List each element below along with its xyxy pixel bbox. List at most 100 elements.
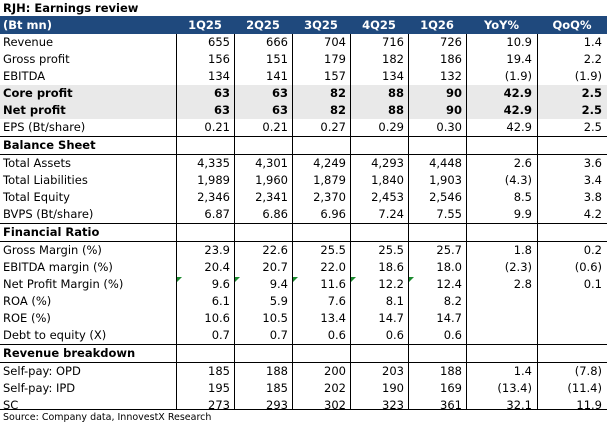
cell-value: 1.8 — [513, 243, 532, 257]
cell-value: 82 — [329, 103, 346, 117]
cell-value: 302 — [324, 398, 346, 412]
cell-value: 151 — [266, 52, 288, 66]
cell-value: 19.4 — [506, 52, 532, 66]
cell-value: 9.9 — [513, 207, 532, 221]
cell-value: 8.1 — [385, 294, 404, 308]
row-label: Net profit — [3, 103, 66, 117]
header-col-yoypct: YoY% — [483, 18, 520, 32]
cell-value: 8.5 — [513, 190, 532, 204]
cell-value: 202 — [324, 381, 346, 395]
header-col-3q25: 3Q25 — [304, 18, 338, 32]
cell-value: 1,879 — [313, 173, 346, 187]
table-row: EPS (Bt/share) 0.21 0.21 0.27 0.29 0.30 42.9 2.… — [0, 119, 607, 136]
cell-value: 188 — [266, 364, 288, 378]
cell-value: 134 — [208, 69, 230, 83]
table-row: Debt to equity (X) 0.7 0.7 0.6 0.6 0.6 — [0, 327, 607, 344]
cell-value: 169 — [440, 381, 462, 395]
cell-value: 63 — [213, 103, 230, 117]
cell-marker-icon — [293, 277, 298, 282]
cell-value: 132 — [440, 69, 462, 83]
cell-value: (7.8) — [574, 364, 602, 378]
cell-value: 716 — [382, 35, 404, 49]
cell-value: 4,335 — [197, 156, 230, 170]
cell-value: 185 — [208, 364, 230, 378]
table-row: EBITDA 134 141 157 134 132 (1.9) (1.9) — [0, 68, 607, 85]
cell-value: 6.96 — [320, 207, 346, 221]
cell-value: 20.4 — [204, 260, 230, 274]
row-label: Debt to equity (X) — [3, 328, 107, 342]
cell-value — [537, 293, 602, 310]
cell-value: 1.4 — [513, 364, 532, 378]
cell-marker-icon — [409, 277, 414, 282]
cell-value: 361 — [440, 398, 462, 412]
cell-value: 3.4 — [583, 173, 602, 187]
cell-value: 20.7 — [262, 260, 288, 274]
cell-value: 0.1 — [583, 277, 602, 291]
cell-value — [466, 293, 532, 310]
table-row: Self-pay: IPD 195 185 202 190 169 (13.4) (11.4) — [0, 380, 607, 397]
header-col-2q25: 2Q25 — [246, 18, 280, 32]
cell-value: 63 — [213, 86, 230, 100]
table-row: Gross profit 156 151 179 182 186 19.4 2.2 — [0, 51, 607, 68]
cell-value: 3.6 — [583, 156, 602, 170]
column-divider — [292, 34, 293, 409]
section-title: Financial Ratio — [3, 225, 100, 239]
cell-value: 4,448 — [429, 156, 462, 170]
table-row: Total Liabilities 1,989 1,960 1,879 1,840 1,9… — [0, 172, 607, 189]
cell-value: 200 — [324, 364, 346, 378]
cell-value: 6.86 — [262, 207, 288, 221]
cell-value: 1.4 — [583, 35, 602, 49]
row-label: SC — [3, 398, 19, 412]
source-note: Source: Company data, InnovestX Research — [3, 412, 212, 423]
cell-value: 11.6 — [320, 277, 346, 291]
table-row: Revenue 655 666 704 716 726 10.9 1.4 — [0, 34, 607, 51]
cell-value: 323 — [382, 398, 404, 412]
cell-value: 7.24 — [378, 207, 404, 221]
cell-value: 7.6 — [327, 294, 346, 308]
row-label: Net Profit Margin (%) — [3, 277, 124, 291]
row-label: Gross Margin (%) — [3, 243, 102, 257]
table-row: ROA (%) 6.1 5.9 7.6 8.1 8.2 — [0, 293, 607, 310]
cell-value: 23.9 — [204, 243, 230, 257]
cell-value — [466, 310, 532, 327]
cell-value: 2.8 — [513, 277, 532, 291]
row-label: Revenue — [3, 35, 54, 49]
cell-value: 22.0 — [320, 260, 346, 274]
cell-value: 22.6 — [262, 243, 288, 257]
row-label: Self-pay: OPD — [3, 364, 81, 378]
table-row: Net profit 63 63 82 88 90 42.9 2.5 — [0, 102, 607, 119]
cell-value: 4,293 — [371, 156, 404, 170]
column-divider — [234, 34, 235, 409]
cell-value: 90 — [445, 86, 462, 100]
cell-value: 726 — [440, 35, 462, 49]
header-col-4q25: 4Q25 — [362, 18, 396, 32]
cell-value: 0.27 — [320, 120, 346, 134]
section-title: Revenue breakdown — [3, 346, 136, 360]
cell-value: 182 — [382, 52, 404, 66]
table-row: Total Assets 4,335 4,301 4,249 4,293 4,448 2.6… — [0, 155, 607, 172]
cell-value: 293 — [266, 398, 288, 412]
cell-value: 0.21 — [262, 120, 288, 134]
cell-marker-icon — [351, 277, 356, 282]
table-row: Gross Margin (%) 23.9 22.6 25.5 25.5 25.7 1.8 0… — [0, 242, 607, 259]
cell-value: 1,840 — [371, 173, 404, 187]
column-divider — [466, 34, 467, 409]
table-row: Core profit 63 63 82 88 90 42.9 2.5 — [0, 85, 607, 102]
cell-value — [466, 327, 532, 344]
cell-value: 9.6 — [211, 277, 230, 291]
cell-value: 666 — [266, 35, 288, 49]
cell-value: 0.7 — [211, 328, 230, 342]
row-label: ROE (%) — [3, 311, 51, 325]
row-label: Core profit — [3, 86, 73, 100]
cell-value: 134 — [382, 69, 404, 83]
cell-value: (1.9) — [574, 69, 602, 83]
column-divider — [176, 34, 177, 409]
cell-value: 18.0 — [436, 260, 462, 274]
cell-value: 63 — [271, 86, 288, 100]
cell-marker-icon — [235, 277, 240, 282]
cell-value: 2.5 — [583, 120, 602, 134]
cell-value: 13.4 — [320, 311, 346, 325]
cell-value: 2,453 — [371, 190, 404, 204]
cell-value: 2.5 — [581, 103, 602, 117]
